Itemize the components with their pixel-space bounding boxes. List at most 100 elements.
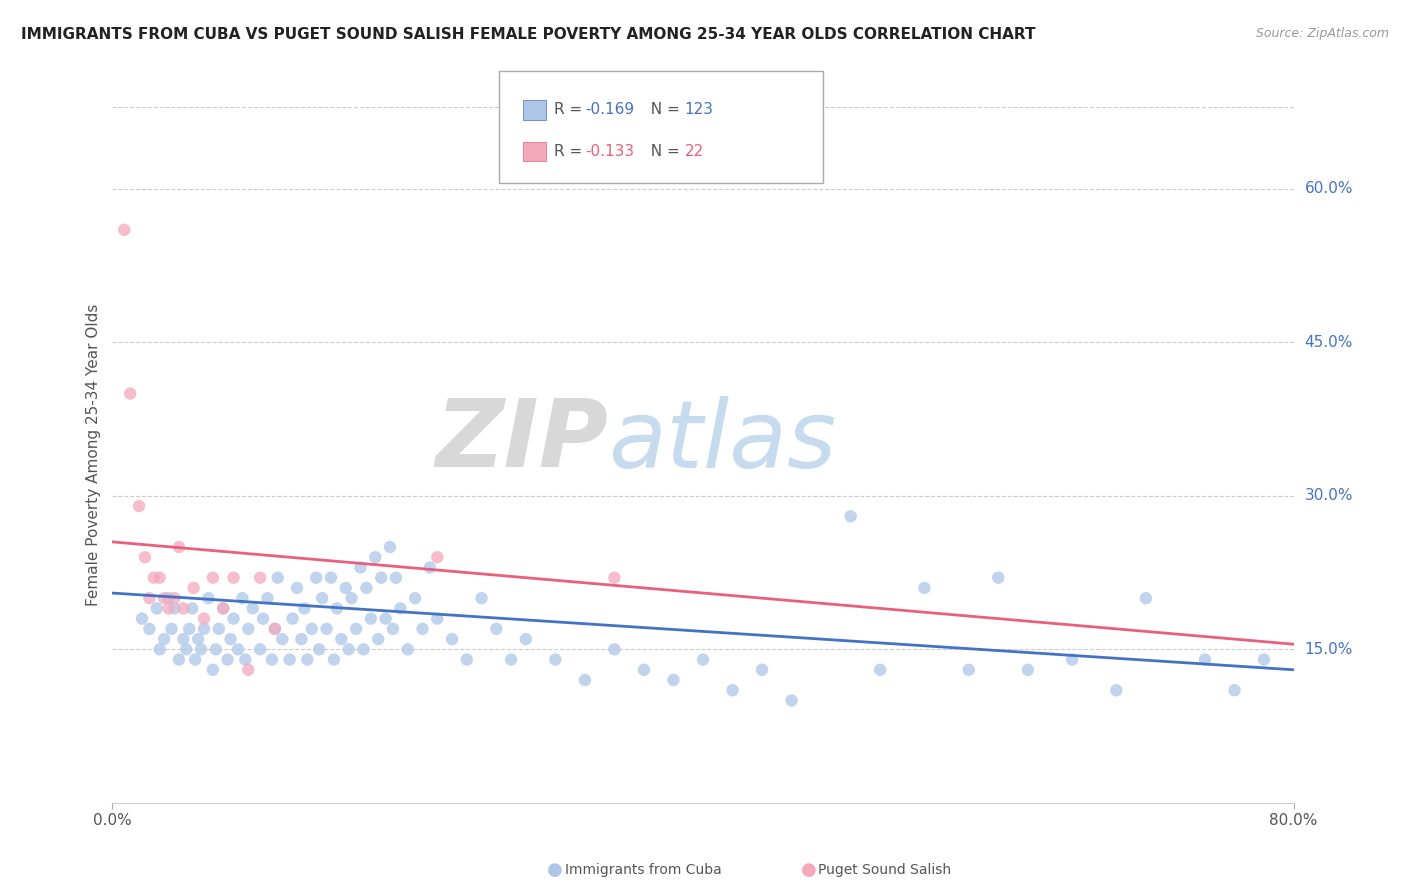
Point xyxy=(290,632,312,646)
Point xyxy=(326,601,349,615)
Point xyxy=(426,550,449,565)
Point xyxy=(1223,683,1246,698)
Point xyxy=(305,571,328,585)
Point xyxy=(163,591,186,606)
Point xyxy=(419,560,441,574)
Point xyxy=(470,591,494,606)
Point xyxy=(172,632,194,646)
Text: N =: N = xyxy=(641,103,685,117)
Point xyxy=(485,622,508,636)
Point xyxy=(271,632,294,646)
Point xyxy=(603,571,626,585)
Point xyxy=(633,663,655,677)
Text: 123: 123 xyxy=(685,103,714,117)
Point xyxy=(149,571,172,585)
Point xyxy=(352,642,374,657)
Point xyxy=(411,622,433,636)
Point xyxy=(1062,652,1084,666)
Point xyxy=(217,652,239,666)
Point xyxy=(378,540,401,554)
Text: R =: R = xyxy=(554,145,588,159)
Point xyxy=(128,499,150,513)
Point xyxy=(181,601,204,615)
Point xyxy=(364,550,387,565)
Point xyxy=(515,632,537,646)
Point xyxy=(1135,591,1157,606)
Point xyxy=(222,571,245,585)
Text: ●: ● xyxy=(547,861,564,879)
Point xyxy=(249,642,271,657)
Text: ZIP: ZIP xyxy=(436,395,609,487)
Point xyxy=(208,622,231,636)
Point xyxy=(242,601,264,615)
Point xyxy=(219,632,242,646)
Text: -0.169: -0.169 xyxy=(585,103,634,117)
Point xyxy=(157,601,180,615)
Point xyxy=(174,642,197,657)
Point xyxy=(134,550,156,565)
Point xyxy=(193,622,215,636)
Point xyxy=(281,612,304,626)
Point xyxy=(212,601,235,615)
Point xyxy=(349,560,371,574)
Point xyxy=(292,601,315,615)
Point xyxy=(197,591,219,606)
Point xyxy=(335,581,357,595)
Point xyxy=(260,652,283,666)
Point xyxy=(193,612,215,626)
Point xyxy=(112,223,135,237)
Point xyxy=(131,612,153,626)
Point xyxy=(1105,683,1128,698)
Point xyxy=(1253,652,1275,666)
Point xyxy=(285,581,308,595)
Point xyxy=(167,652,190,666)
Point xyxy=(187,632,209,646)
Point xyxy=(1194,652,1216,666)
Point xyxy=(278,652,301,666)
Point xyxy=(149,642,172,657)
Point xyxy=(662,673,685,687)
Point xyxy=(238,663,260,677)
Point xyxy=(264,622,287,636)
Point xyxy=(238,622,260,636)
Point xyxy=(337,642,360,657)
Text: -0.133: -0.133 xyxy=(585,145,634,159)
Y-axis label: Female Poverty Among 25-34 Year Olds: Female Poverty Among 25-34 Year Olds xyxy=(86,304,101,606)
Text: 22: 22 xyxy=(685,145,704,159)
Point xyxy=(252,612,274,626)
Point xyxy=(179,622,201,636)
Point xyxy=(172,601,194,615)
Point xyxy=(356,581,378,595)
Point xyxy=(344,622,367,636)
Point xyxy=(297,652,319,666)
Point xyxy=(382,622,405,636)
Point xyxy=(323,652,346,666)
Point xyxy=(138,622,160,636)
Point xyxy=(370,571,392,585)
Point xyxy=(120,386,142,401)
Point xyxy=(184,652,207,666)
Point xyxy=(367,632,389,646)
Point xyxy=(212,601,235,615)
Point xyxy=(157,591,180,606)
Text: Source: ZipAtlas.com: Source: ZipAtlas.com xyxy=(1256,27,1389,40)
Point xyxy=(256,591,278,606)
Point xyxy=(914,581,936,595)
Text: N =: N = xyxy=(641,145,685,159)
Point xyxy=(1017,663,1039,677)
Point xyxy=(839,509,862,524)
Text: Puget Sound Salish: Puget Sound Salish xyxy=(818,863,952,877)
Point xyxy=(142,571,165,585)
Point xyxy=(315,622,337,636)
Point xyxy=(163,601,186,615)
Point xyxy=(201,663,224,677)
Text: atlas: atlas xyxy=(609,395,837,486)
Point xyxy=(231,591,253,606)
Point xyxy=(167,540,190,554)
Point xyxy=(957,663,980,677)
Point xyxy=(721,683,744,698)
Point xyxy=(501,652,523,666)
Point xyxy=(146,601,169,615)
Point xyxy=(385,571,408,585)
Point xyxy=(751,663,773,677)
